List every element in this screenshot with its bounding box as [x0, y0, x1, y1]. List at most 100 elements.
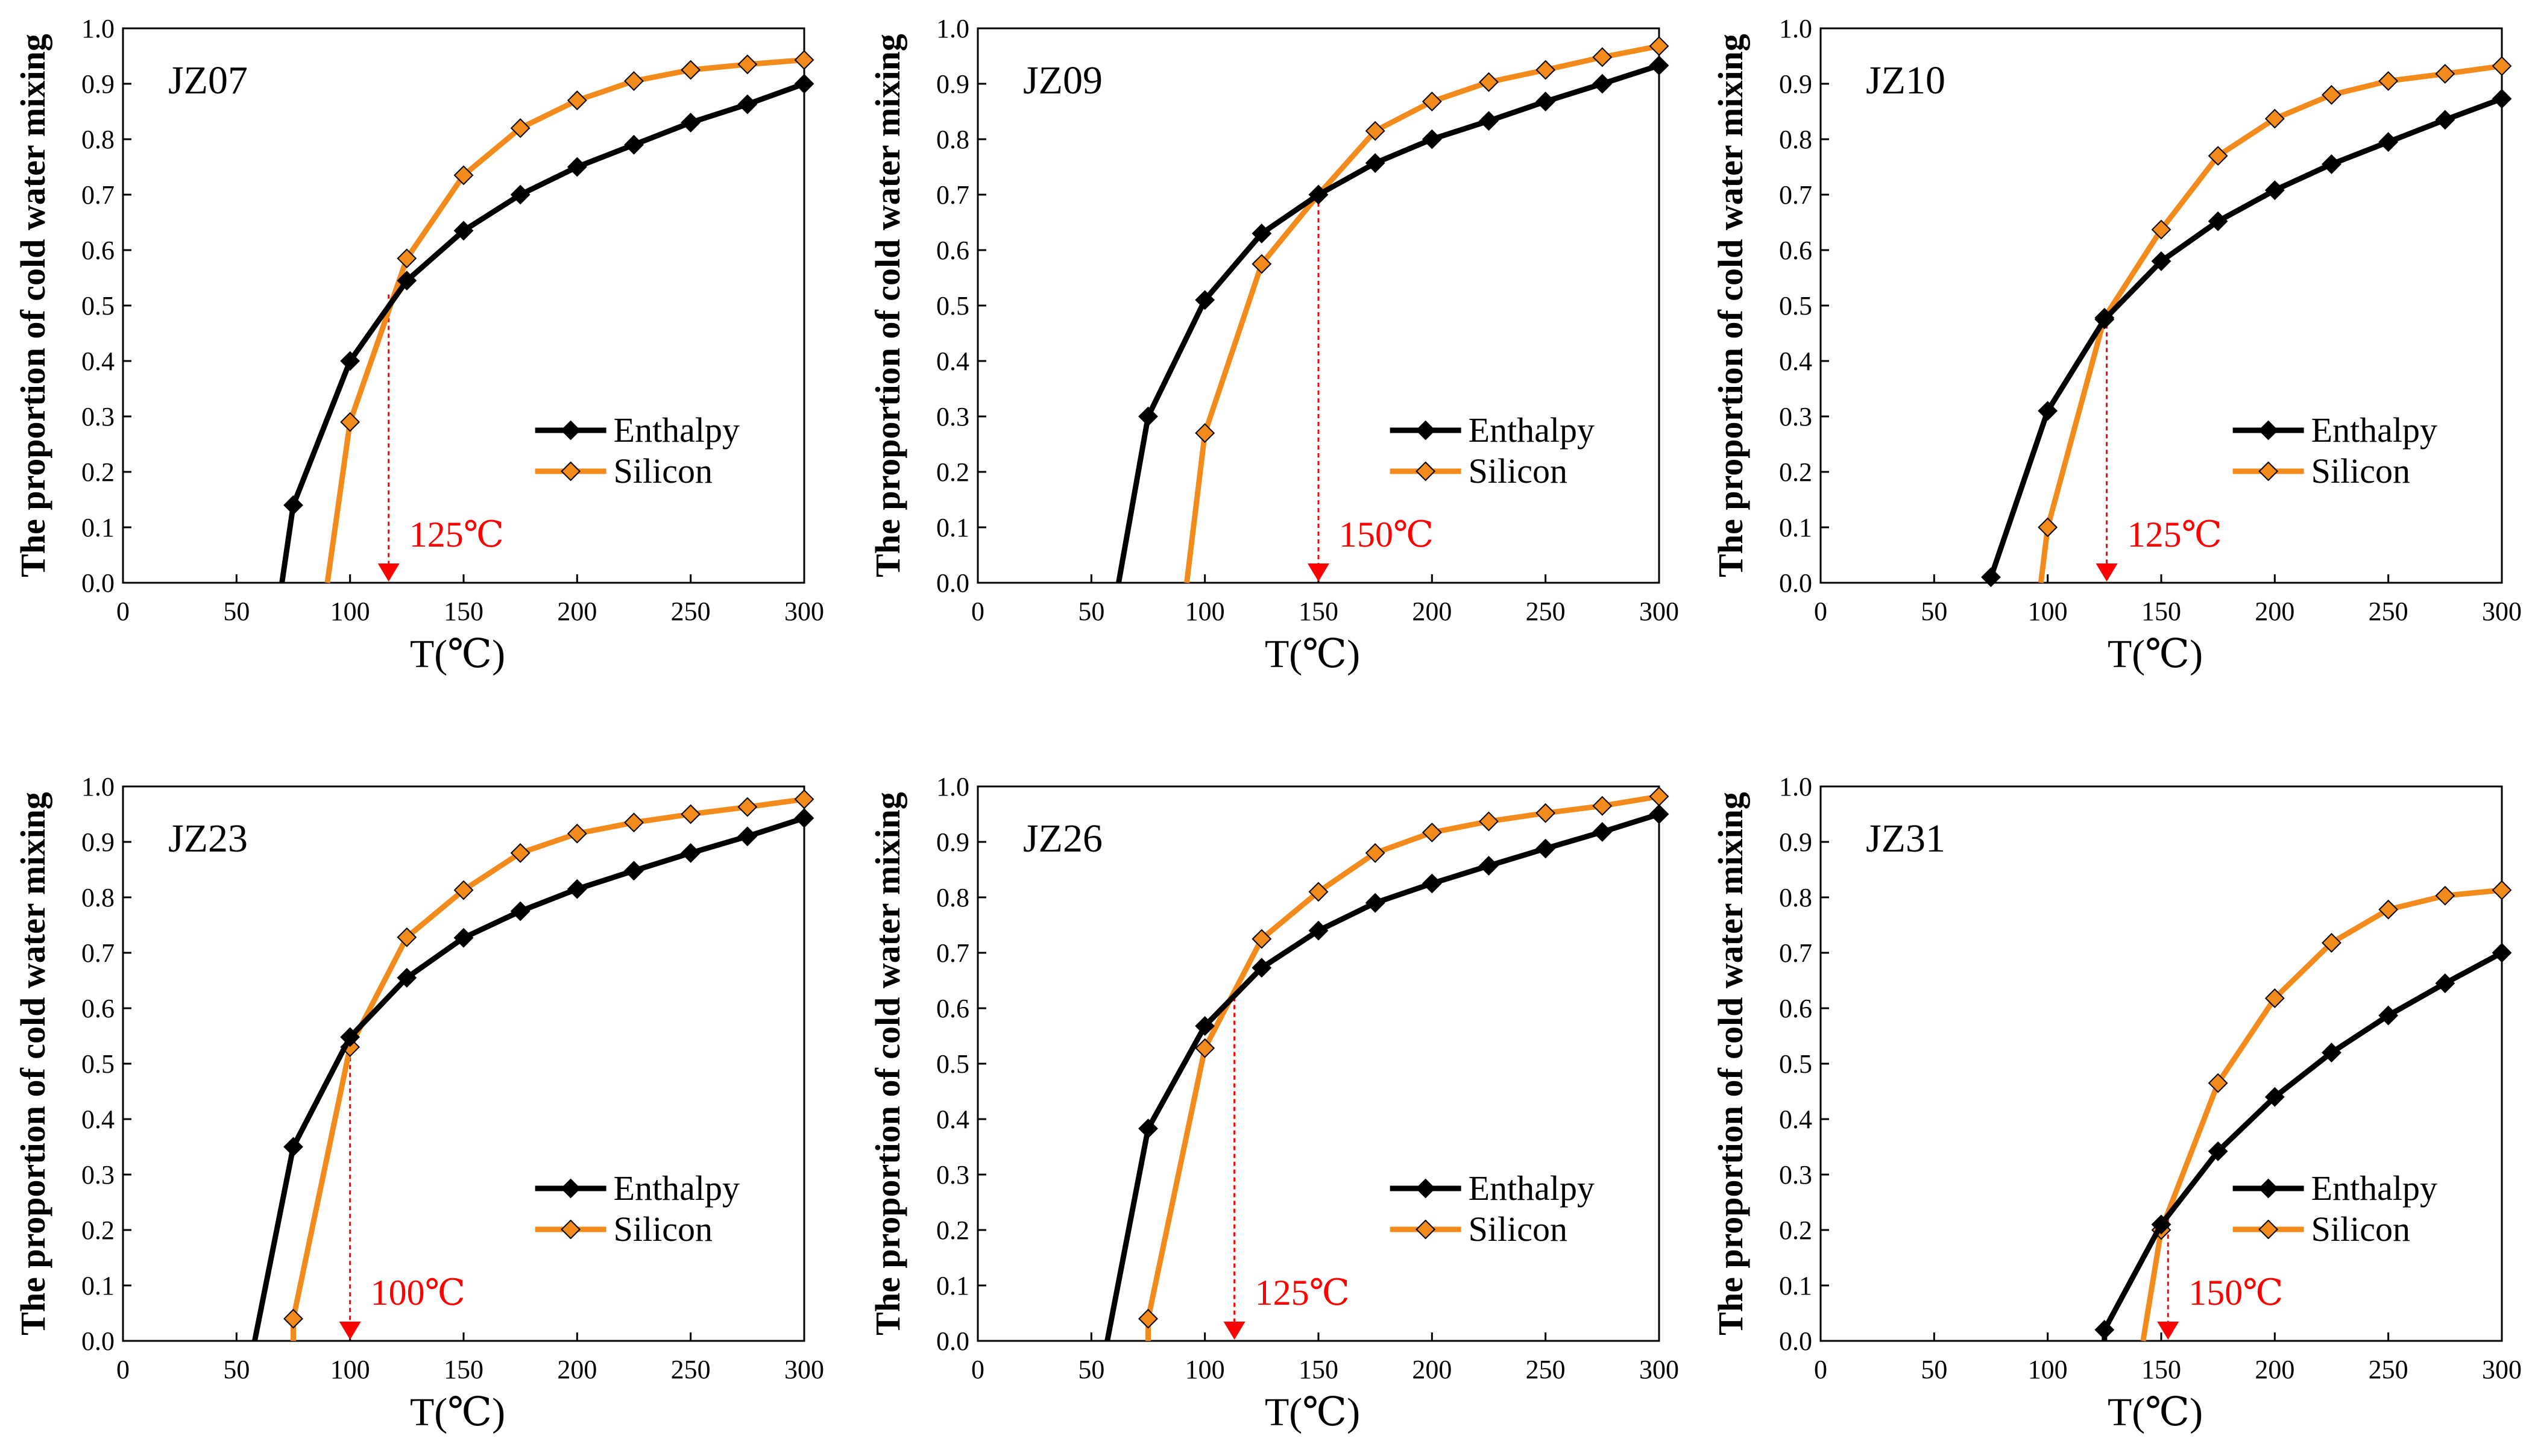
data-point-silicon — [681, 804, 701, 824]
data-point-silicon — [1422, 822, 1442, 843]
y-tick-label: 0.7 — [1779, 180, 1812, 210]
y-tick-label: 0.3 — [81, 402, 115, 431]
series-line-silicon — [1184, 43, 1660, 583]
data-point-enthalpy — [1308, 920, 1329, 941]
data-point-silicon — [1592, 795, 1613, 816]
intersection-arrow — [1223, 1322, 1245, 1340]
x-axis-title: T(℃) — [410, 632, 505, 676]
legend-label-enthalpy: Enthalpy — [614, 1169, 740, 1208]
data-point-enthalpy — [340, 351, 361, 371]
intersection-arrow — [2157, 1322, 2179, 1340]
data-point-enthalpy — [2264, 180, 2285, 201]
data-point-enthalpy — [2378, 132, 2399, 152]
x-tick-label: 150 — [444, 1355, 483, 1384]
data-point-enthalpy — [453, 221, 474, 241]
data-point-silicon — [453, 880, 474, 900]
x-tick-label: 150 — [2141, 1355, 2181, 1384]
y-tick-label: 0.9 — [1779, 69, 1812, 99]
data-point-enthalpy — [1422, 129, 1442, 149]
temperature-annotation: 150℃ — [1339, 515, 1434, 554]
data-point-enthalpy — [397, 271, 417, 291]
data-point-enthalpy — [794, 808, 814, 828]
x-tick-label: 250 — [2369, 597, 2408, 626]
y-tick-label: 0.0 — [81, 568, 115, 598]
data-point-enthalpy — [2038, 401, 2058, 421]
data-point-silicon — [1195, 1038, 1215, 1058]
data-point-enthalpy — [2094, 309, 2115, 330]
x-tick-label: 200 — [1412, 597, 1452, 626]
y-tick-label: 0.8 — [936, 883, 969, 912]
data-point-enthalpy — [340, 1027, 361, 1047]
y-tick-label: 0.1 — [1779, 513, 1812, 542]
y-tick-label: 0.7 — [936, 180, 969, 210]
data-point-silicon — [794, 789, 814, 809]
data-point-silicon — [1252, 254, 1272, 274]
y-tick-label: 0.7 — [81, 938, 115, 968]
legend-marker-enthalpy — [561, 420, 581, 441]
series-line-enthalpy — [1104, 811, 1660, 1341]
data-point-silicon — [2264, 108, 2285, 129]
data-point-enthalpy — [1195, 290, 1215, 310]
legend-label-silicon: Silicon — [614, 451, 713, 491]
x-tick-label: 200 — [557, 1355, 597, 1384]
plot-frame — [122, 785, 805, 1342]
y-tick-label: 0.4 — [81, 1105, 115, 1134]
data-point-silicon — [624, 71, 644, 91]
data-point-enthalpy — [567, 157, 587, 177]
legend-label-enthalpy: Enthalpy — [2311, 410, 2437, 450]
data-point-enthalpy — [1535, 92, 1556, 111]
data-point-enthalpy — [2492, 89, 2512, 109]
y-tick-label: 0.0 — [936, 1326, 969, 1356]
data-point-enthalpy — [2492, 943, 2512, 963]
x-tick-label: 0 — [1814, 1355, 1827, 1384]
data-point-enthalpy — [1252, 958, 1272, 978]
data-point-silicon — [567, 823, 587, 844]
data-point-enthalpy — [737, 826, 758, 847]
data-point-enthalpy — [1138, 1119, 1158, 1139]
y-tick-label: 0.7 — [1779, 938, 1812, 968]
data-point-silicon — [510, 118, 531, 139]
y-tick-label: 0.1 — [81, 1271, 115, 1301]
x-tick-label: 250 — [2369, 1355, 2408, 1384]
legend-marker-enthalpy — [1416, 420, 1436, 441]
y-tick-label: 0.5 — [936, 1049, 969, 1079]
plot-frame — [1819, 785, 2503, 1342]
data-point-enthalpy — [510, 901, 531, 921]
x-tick-label: 200 — [2255, 1355, 2294, 1384]
x-tick-label: 50 — [223, 597, 250, 626]
data-point-silicon — [2322, 933, 2341, 953]
legend-marker-silicon — [2258, 1219, 2279, 1240]
data-point-silicon — [1649, 786, 1669, 806]
y-tick-label: 1.0 — [1779, 772, 1812, 802]
y-tick-label: 0.3 — [936, 1160, 969, 1190]
data-point-enthalpy — [2094, 1320, 2115, 1340]
data-point-silicon — [2435, 64, 2455, 84]
temperature-annotation: 125℃ — [2127, 515, 2222, 554]
x-tick-label: 100 — [2028, 597, 2068, 626]
legend-label-enthalpy: Enthalpy — [2311, 1169, 2437, 1208]
intersection-arrow — [1308, 563, 1329, 582]
y-tick-label: 0.0 — [1779, 1326, 1812, 1356]
y-tick-label: 0.8 — [81, 883, 115, 912]
x-tick-label: 50 — [1078, 1355, 1104, 1384]
x-axis-title: T(℃) — [1265, 1390, 1360, 1434]
plot-frame — [977, 785, 1660, 1342]
legend-marker-enthalpy — [561, 1178, 581, 1199]
panel-title: JZ26 — [1023, 817, 1103, 861]
data-point-enthalpy — [2208, 1141, 2228, 1161]
data-point-silicon — [1195, 423, 1215, 444]
y-tick-label: 0.5 — [81, 1049, 115, 1079]
y-tick-label: 0.5 — [936, 291, 969, 321]
y-tick-label: 0.5 — [1779, 1049, 1812, 1079]
legend-marker-silicon — [2258, 461, 2279, 482]
x-tick-label: 100 — [1185, 1355, 1225, 1384]
data-point-silicon — [2378, 71, 2399, 91]
legend-label-silicon: Silicon — [1469, 451, 1567, 491]
data-point-enthalpy — [2151, 1214, 2171, 1235]
chart-panel-jz10: 0.0 0.1 0.2 0.3 0.4 0.5 0.6 0.7 0.8 0.9 1.0 0 50 100 1… — [1711, 14, 2522, 676]
x-tick-label: 300 — [2482, 597, 2522, 626]
x-tick-label: 150 — [444, 597, 483, 626]
legend-marker-enthalpy — [1416, 1178, 1436, 1199]
legend-label-silicon: Silicon — [614, 1210, 713, 1249]
